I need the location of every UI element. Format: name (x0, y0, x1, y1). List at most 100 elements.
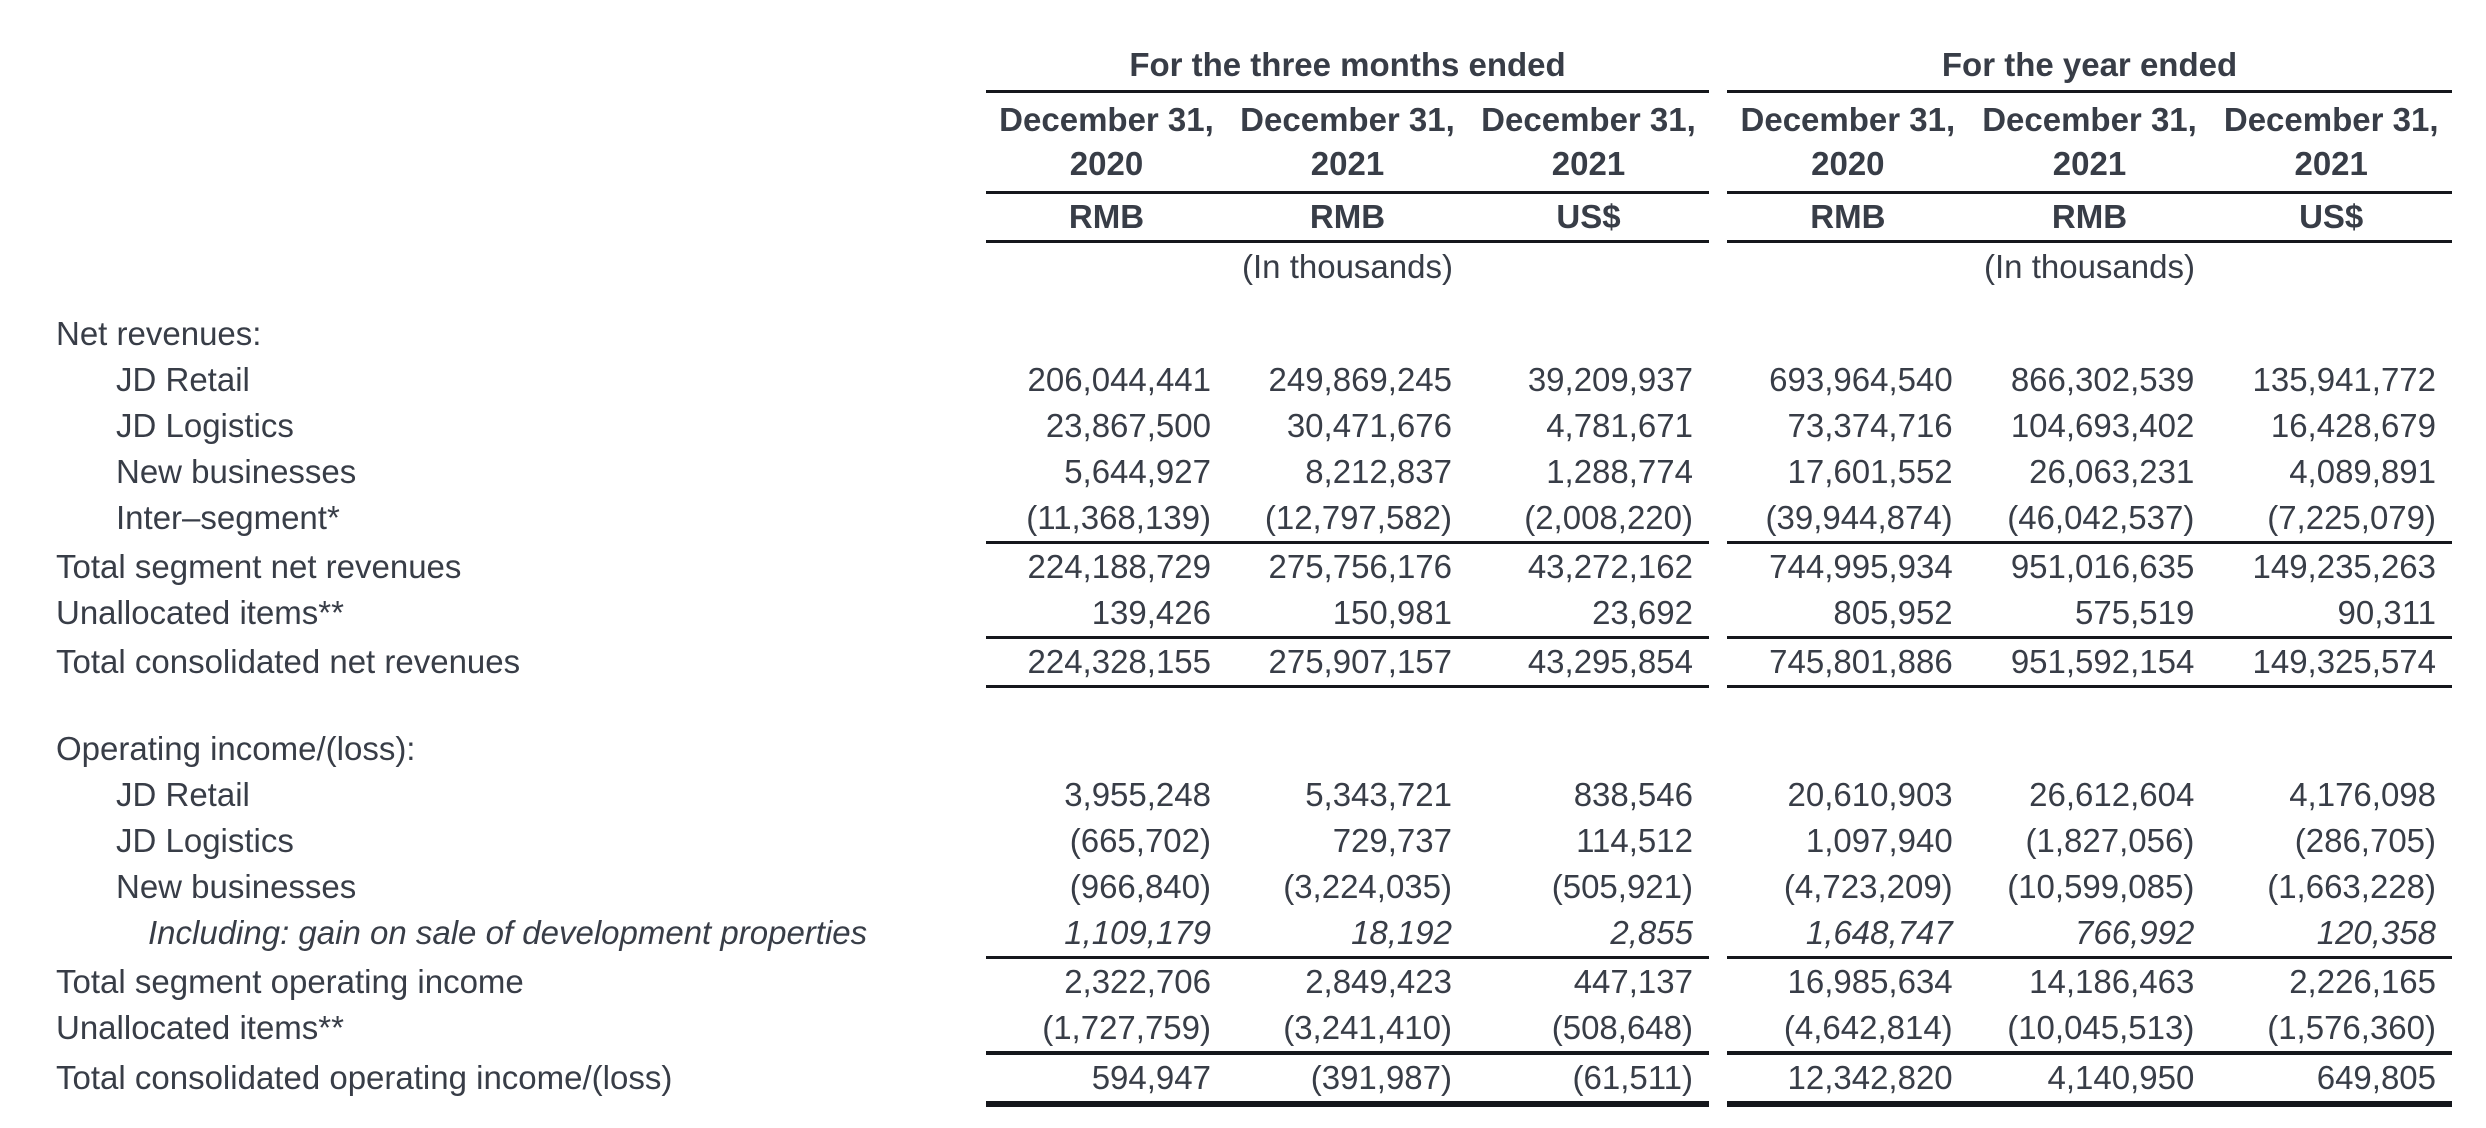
row-label: Inter–segment* (116, 499, 340, 536)
value-cell: 114,512 (1576, 822, 1693, 859)
value-cell: (4,642,814) (1783, 1009, 1953, 1046)
value-cell: (10,045,513) (2007, 1009, 2195, 1046)
rule-divider (56, 90, 2456, 93)
column-header: December 31, 2020 (999, 101, 1214, 182)
value-cell: 1,288,774 (1546, 453, 1693, 490)
group-title: For the three months ended (1129, 46, 1566, 83)
value-cell: 104,693,402 (2010, 407, 2195, 444)
value-cell: 744,995,934 (1769, 548, 1953, 585)
value-cell: 4,089,891 (2289, 453, 2437, 490)
value-cell: (61,511) (1572, 1059, 1693, 1096)
value-cell: (505,921) (1551, 868, 1693, 905)
value-cell: (508,648) (1551, 1009, 1693, 1046)
value-cell: 838,546 (1573, 776, 1693, 813)
table-row: JD Logistics (665,702) 729,737 114,512 1… (56, 818, 2456, 864)
row-label: Unallocated items** (56, 1009, 344, 1046)
value-cell: 206,044,441 (1027, 361, 1211, 398)
rule-divider (56, 541, 2456, 544)
table-row: Total segment operating income 2,322,706… (56, 959, 2456, 1005)
value-cell: 16,985,634 (1787, 963, 1953, 1000)
row-label: JD Retail (116, 776, 250, 813)
value-cell: 693,964,540 (1769, 361, 1953, 398)
value-cell: 149,235,263 (2252, 548, 2437, 585)
value-cell: 39,209,937 (1527, 361, 1693, 398)
row-label: Total consolidated operating income/(los… (56, 1059, 673, 1096)
value-cell: (966,840) (1069, 868, 1211, 905)
currency-label: US$ (2299, 198, 2364, 235)
value-cell: 30,471,676 (1286, 407, 1452, 444)
value-cell: 224,328,155 (1027, 643, 1211, 680)
value-cell: (39,944,874) (1765, 499, 1953, 536)
value-cell: 275,756,176 (1268, 548, 1452, 585)
column-header: December 31, 2021 (1481, 101, 1696, 182)
table-row: Including: gain on sale of development p… (56, 910, 2456, 956)
currency-label: RMB (1309, 198, 1386, 235)
value-cell: 73,374,716 (1787, 407, 1953, 444)
value-cell: (11,368,139) (1026, 499, 1211, 536)
value-cell: (1,576,360) (2267, 1009, 2437, 1046)
value-cell: (3,241,410) (1283, 1009, 1452, 1046)
column-header: December 31, 2020 (1740, 101, 1956, 182)
value-cell: 43,295,854 (1527, 643, 1693, 680)
value-cell: 766,992 (2075, 914, 2195, 951)
value-cell: (3,224,035) (1283, 868, 1452, 905)
row-label: JD Logistics (116, 822, 294, 859)
value-cell: 17,601,552 (1787, 453, 1953, 490)
value-cell: 23,867,500 (1045, 407, 1211, 444)
column-header: December 31, 2021 (2223, 101, 2439, 182)
value-cell: 447,137 (1573, 963, 1693, 1000)
rule-divider (56, 636, 2456, 639)
units-label: (In thousands) (1242, 248, 1453, 285)
value-cell: 4,176,098 (2289, 776, 2437, 813)
table-header: For the three months ended For the year … (56, 36, 2456, 90)
rule-divider (56, 1101, 2456, 1107)
column-header: December 31, 2021 (1240, 101, 1455, 182)
value-cell: 149,325,574 (2252, 643, 2437, 680)
currency-label: RMB (1068, 198, 1145, 235)
value-cell: 12,342,820 (1787, 1059, 1953, 1096)
table-row: Inter–segment* (11,368,139) (12,797,582)… (56, 495, 2456, 541)
value-cell: (1,727,759) (1042, 1009, 1211, 1046)
table-row: New businesses 5,644,927 8,212,837 1,288… (56, 449, 2456, 495)
currency-label: US$ (1556, 198, 1621, 235)
rule-divider (56, 685, 2456, 688)
value-cell: 866,302,539 (2010, 361, 2195, 398)
value-cell: 951,592,154 (2010, 643, 2195, 680)
value-cell: (1,663,228) (2267, 868, 2437, 905)
row-label: JD Retail (116, 361, 250, 398)
value-cell: (2,008,220) (1524, 499, 1693, 536)
rule-divider (56, 191, 2456, 194)
row-label: Total segment operating income (56, 963, 524, 1000)
row-label: Including: gain on sale of development p… (148, 914, 868, 951)
value-cell: 745,801,886 (1769, 643, 1953, 680)
column-header: December 31, 2021 (1982, 101, 2197, 182)
value-cell: 1,648,747 (1805, 914, 1953, 951)
value-cell: (665,702) (1069, 822, 1211, 859)
value-cell: 90,311 (2337, 594, 2437, 631)
value-cell: 16,428,679 (2270, 407, 2437, 444)
row-label: Total segment net revenues (56, 548, 462, 585)
table-row: JD Retail 3,955,248 5,343,721 838,546 20… (56, 772, 2456, 818)
table-row: Unallocated items** 139,426 150,981 23,6… (56, 590, 2456, 636)
value-cell: 139,426 (1091, 594, 1211, 631)
currency-row: RMB RMB US$ RMB RMB US$ (56, 194, 2456, 240)
units-row: (In thousands) (In thousands) (56, 243, 2456, 291)
units-label: (In thousands) (1984, 248, 2195, 285)
rule-divider (56, 1051, 2456, 1055)
value-cell: 5,644,927 (1064, 453, 1211, 490)
value-cell: 135,941,772 (2252, 361, 2437, 398)
value-cell: 2,849,423 (1305, 963, 1452, 1000)
value-cell: 275,907,157 (1268, 643, 1452, 680)
value-cell: (4,723,209) (1783, 868, 1953, 905)
value-cell: 4,781,671 (1546, 407, 1693, 444)
value-cell: 1,109,179 (1064, 914, 1211, 951)
value-cell: 594,947 (1091, 1059, 1211, 1096)
table-row: Total consolidated operating income/(los… (56, 1055, 2456, 1101)
rule-divider (56, 956, 2456, 959)
value-cell: 20,610,903 (1787, 776, 1953, 813)
value-cell: 2,226,165 (2289, 963, 2437, 1000)
value-cell: (12,797,582) (1264, 499, 1452, 536)
currency-label: RMB (1810, 198, 1886, 235)
value-cell: 4,140,950 (2047, 1059, 2195, 1096)
